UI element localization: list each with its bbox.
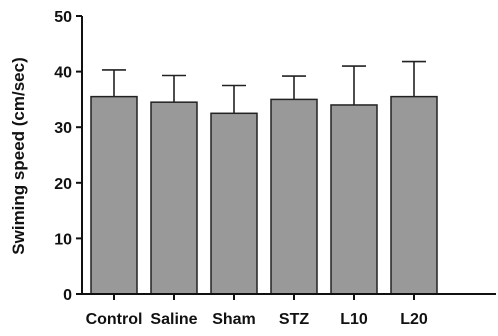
bars-group [90, 95, 438, 295]
y-tick-label: 10 [54, 231, 72, 248]
y-tick-label: 50 [54, 9, 72, 26]
bar [390, 95, 438, 295]
bar [270, 98, 318, 295]
x-tick-label: L20 [400, 311, 428, 328]
bar [330, 104, 378, 295]
bar [150, 101, 198, 295]
bar [90, 95, 138, 295]
y-axis-title: Swiming speed (cm/sec) [9, 57, 28, 254]
y-axis: 0 10 20 30 40 50 [54, 9, 83, 304]
bar [210, 112, 258, 295]
y-tick-label: 0 [63, 287, 72, 304]
x-tick-label: Sham [212, 311, 256, 328]
y-tick-label: 30 [54, 120, 72, 137]
x-tick-label: L10 [340, 311, 368, 328]
error-bars-group [102, 60, 426, 114]
y-tick-label: 40 [54, 65, 72, 82]
y-tick-label: 20 [54, 176, 72, 193]
x-axis: Control Saline Sham STZ L10 L20 [81, 293, 496, 328]
x-tick-label: Control [86, 311, 143, 328]
x-tick-label: STZ [279, 311, 309, 328]
x-tick-label: Saline [150, 311, 197, 328]
